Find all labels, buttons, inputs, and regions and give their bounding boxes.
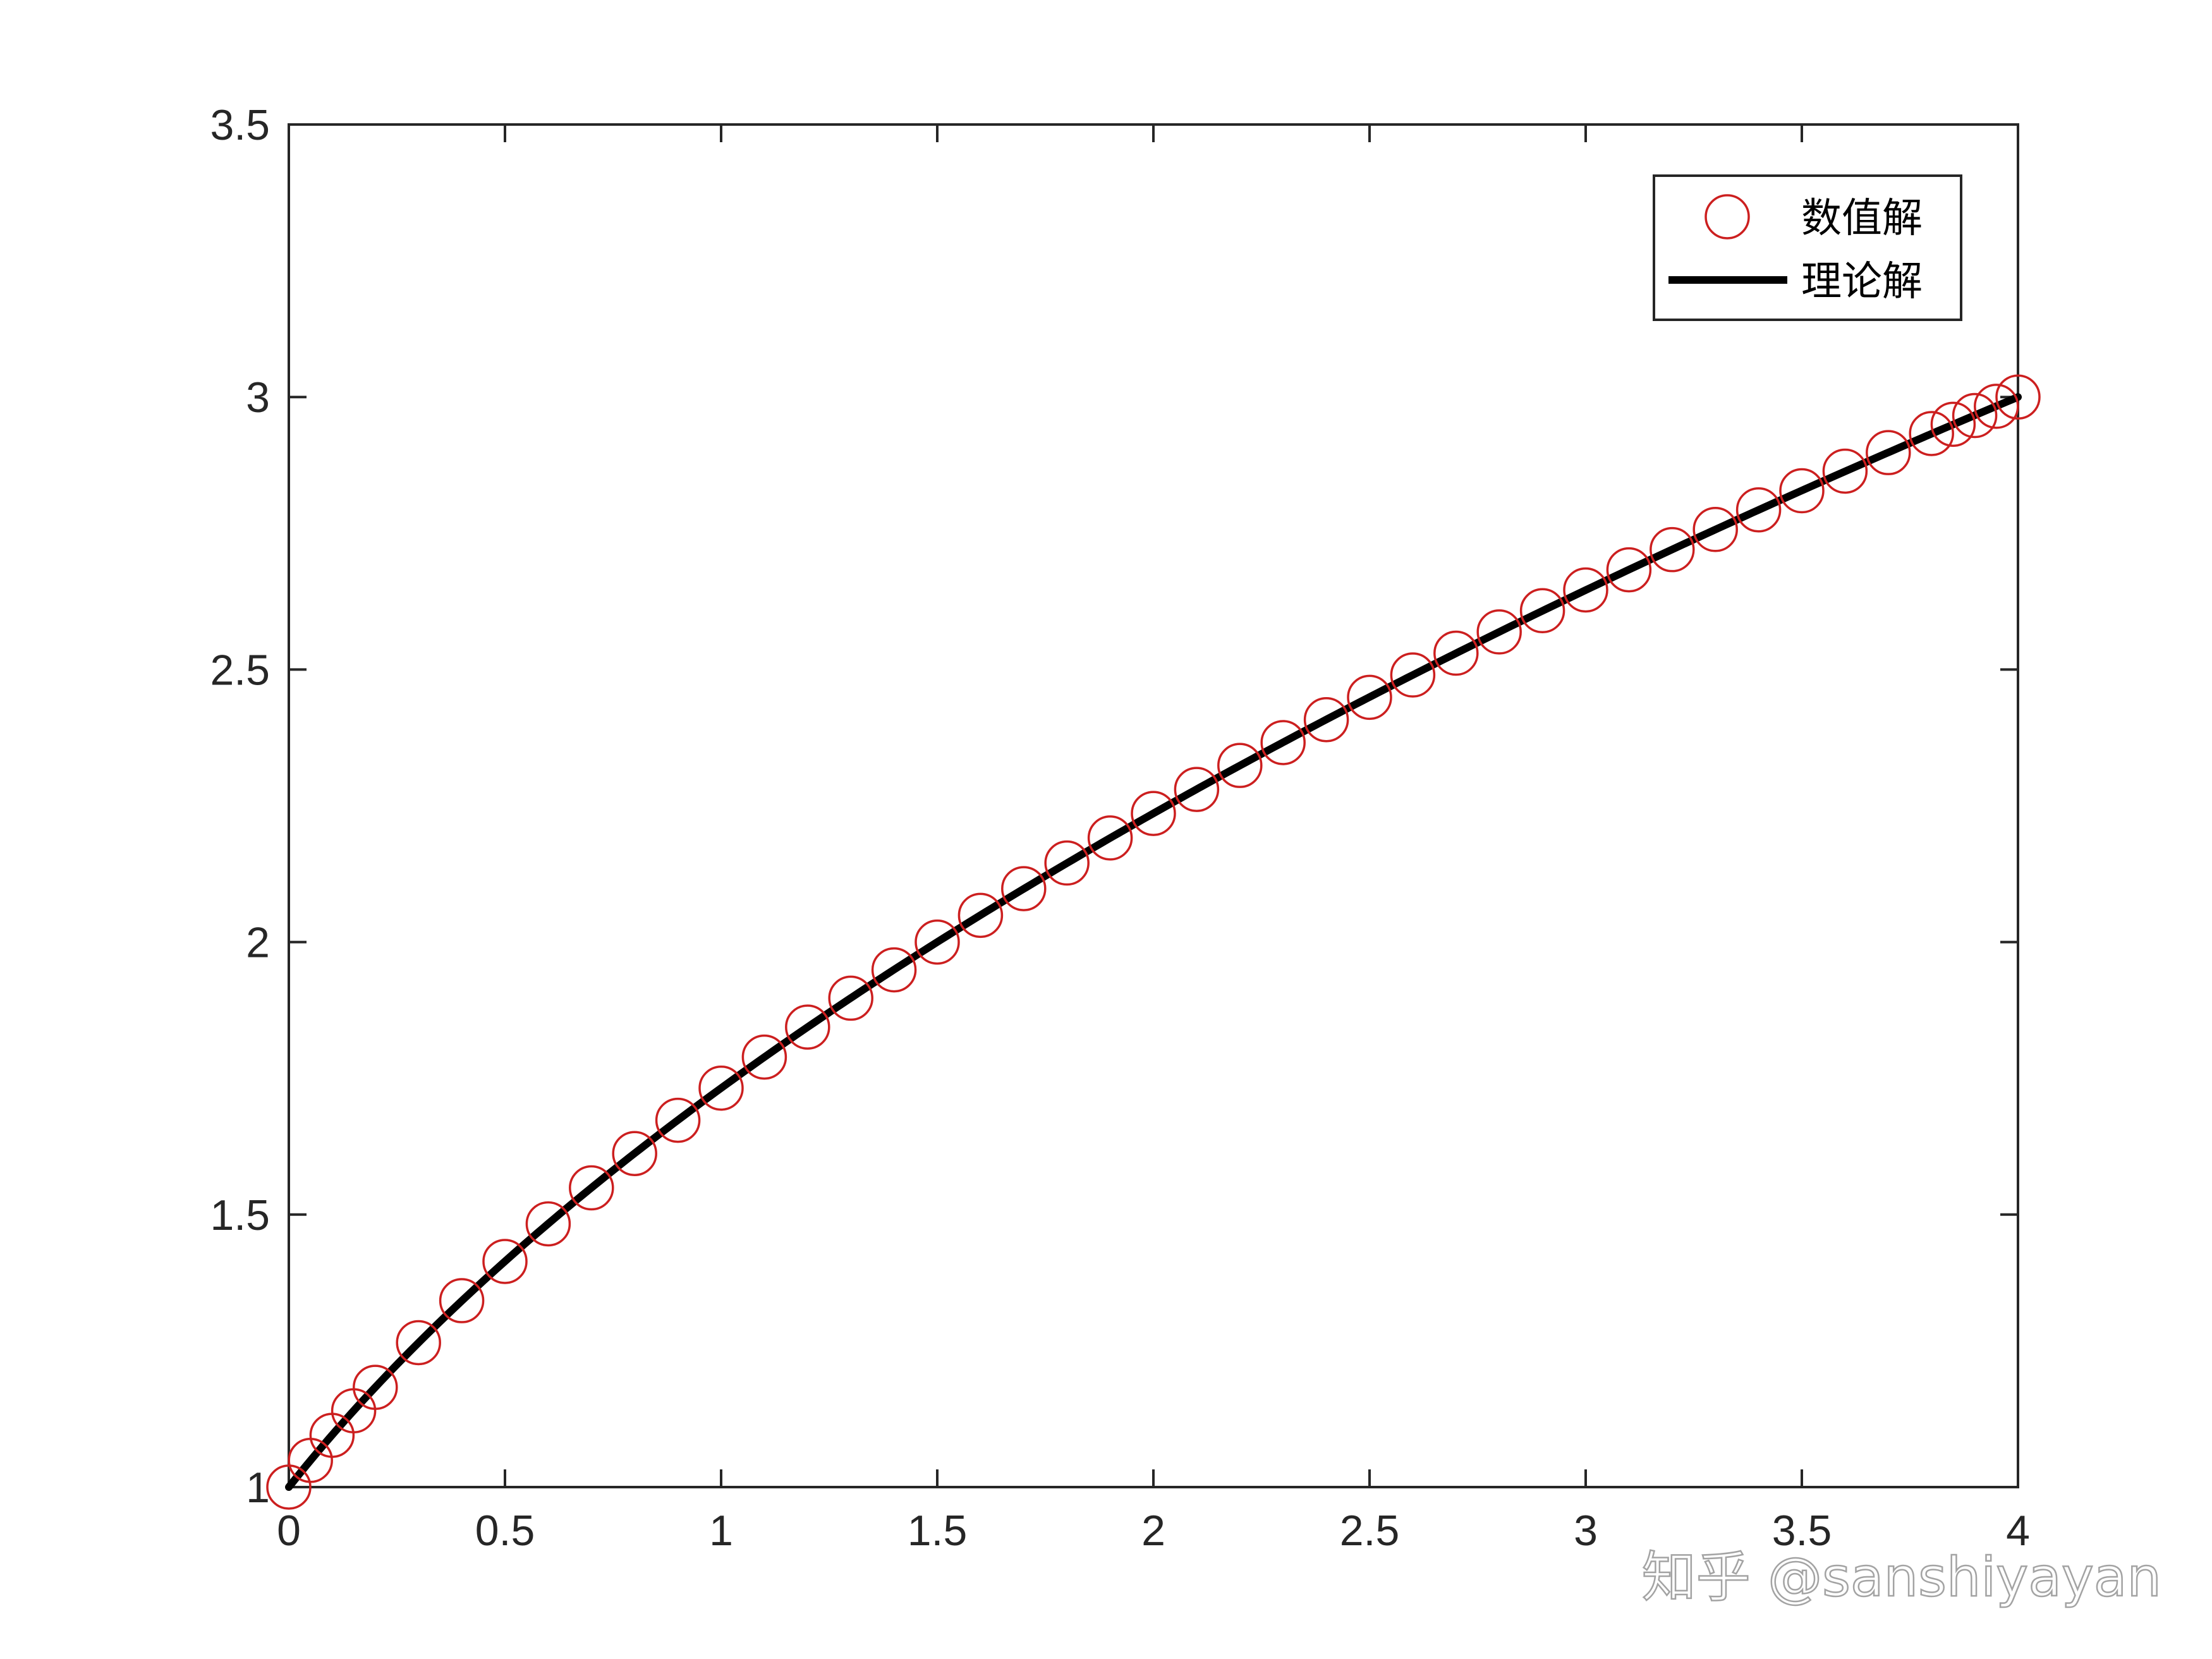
data-point-marker bbox=[1909, 411, 1954, 456]
data-point-marker bbox=[1822, 448, 1868, 494]
data-point-marker bbox=[828, 975, 873, 1021]
data-point-marker bbox=[1001, 866, 1047, 911]
data-point-marker bbox=[1390, 652, 1436, 698]
data-point-marker bbox=[741, 1034, 787, 1080]
data-point-marker bbox=[1974, 384, 2019, 429]
data-point-marker bbox=[396, 1320, 441, 1366]
y-tick-label: 2 bbox=[246, 919, 270, 967]
x-axis: 0 0.5 1 1.5 2 2.5 3 3.5 4 bbox=[277, 125, 2030, 1555]
data-point-marker bbox=[1519, 588, 1565, 634]
data-point-marker bbox=[482, 1239, 528, 1284]
plot-area bbox=[288, 123, 2019, 1488]
legend-label-theoretical: 理论解 bbox=[1801, 258, 1923, 305]
data-point-marker bbox=[1692, 507, 1738, 552]
data-point-marker bbox=[698, 1065, 744, 1111]
x-tick-label: 1 bbox=[709, 1507, 733, 1555]
data-point-marker bbox=[1476, 609, 1522, 655]
data-point-marker bbox=[957, 892, 1004, 939]
data-point-marker bbox=[1131, 791, 1176, 836]
data-point-marker bbox=[1779, 468, 1825, 514]
data-point-marker bbox=[655, 1097, 701, 1143]
data-point-marker bbox=[915, 919, 960, 965]
data-point-marker bbox=[1433, 630, 1479, 676]
y-tick-label: 1 bbox=[246, 1464, 270, 1512]
data-point-marker bbox=[1735, 487, 1782, 533]
x-tick-label: 1.5 bbox=[908, 1507, 968, 1555]
y-tick-label: 1.5 bbox=[210, 1191, 270, 1239]
data-point-marker bbox=[1044, 840, 1090, 886]
data-point-marker bbox=[1174, 767, 1220, 812]
data-point-marker bbox=[439, 1278, 485, 1323]
data-point-marker bbox=[525, 1201, 571, 1247]
data-point-marker bbox=[871, 947, 917, 993]
data-point-marker bbox=[1087, 815, 1133, 861]
x-tick-label: 4 bbox=[2006, 1507, 2030, 1555]
data-point-marker bbox=[569, 1165, 614, 1211]
y-tick-label: 2.5 bbox=[210, 646, 270, 694]
y-tick-label: 3 bbox=[246, 374, 270, 422]
series-layer bbox=[266, 374, 2041, 1510]
x-tick-label: 2 bbox=[1141, 1507, 1165, 1555]
data-point-marker bbox=[1563, 567, 1608, 613]
legend-box bbox=[1653, 174, 1962, 321]
axes-box bbox=[288, 123, 2019, 1488]
x-tick-label: 3.5 bbox=[1772, 1507, 1832, 1555]
x-tick-label: 2.5 bbox=[1340, 1507, 1400, 1555]
x-tick-label: 0 bbox=[277, 1507, 301, 1555]
data-point-marker bbox=[1866, 430, 1911, 475]
data-point-marker bbox=[353, 1364, 398, 1410]
data-point-marker bbox=[1303, 696, 1349, 743]
data-point-marker bbox=[612, 1131, 657, 1176]
watermark-text: 知乎 @sanshiyayan bbox=[1642, 1546, 2161, 1609]
data-point-marker bbox=[1260, 720, 1306, 765]
data-point-marker bbox=[1952, 392, 1998, 439]
data-point-marker bbox=[1606, 547, 1652, 593]
data-point-marker bbox=[1347, 674, 1392, 720]
data-point-marker bbox=[785, 1004, 830, 1050]
y-axis: 1 1.5 2 2.5 3 3.5 bbox=[210, 101, 2018, 1512]
legend-marker-circle bbox=[1705, 194, 1750, 240]
legend-label-numerical: 数值解 bbox=[1801, 195, 1923, 242]
data-point-marker bbox=[1995, 374, 2041, 420]
data-point-marker bbox=[1650, 526, 1695, 573]
theory-line bbox=[285, 393, 2022, 1491]
y-tick-label: 3.5 bbox=[210, 101, 270, 149]
x-tick-label: 0.5 bbox=[475, 1507, 535, 1555]
data-point-marker bbox=[1217, 743, 1263, 788]
data-point-marker bbox=[1930, 401, 1976, 447]
x-tick-label: 3 bbox=[1574, 1507, 1598, 1555]
